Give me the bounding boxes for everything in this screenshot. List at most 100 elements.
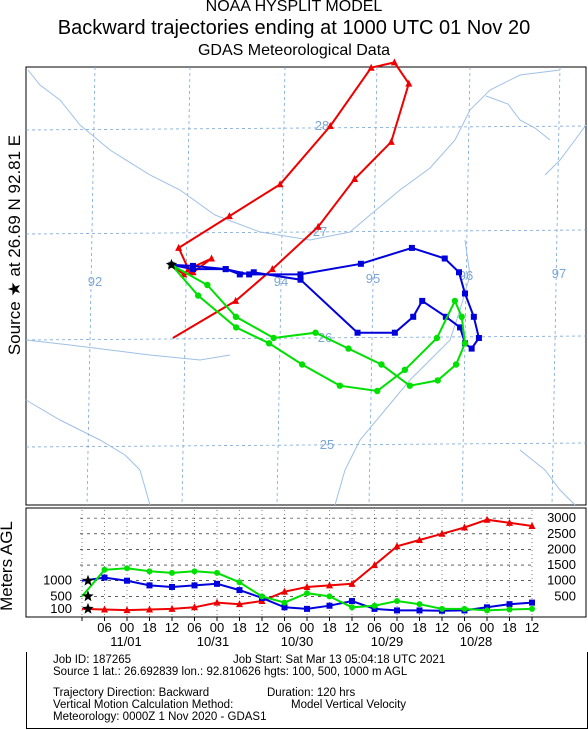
country-border [485, 95, 551, 141]
hour-tick-label: 06 [97, 620, 111, 635]
red-height-marker [506, 518, 513, 526]
blue-height-marker [191, 582, 198, 589]
blue-trajectory-marker [190, 266, 197, 273]
green-trajectory-marker [451, 297, 459, 305]
red-trajectory-marker [390, 58, 398, 66]
red-trajectory-marker [225, 212, 233, 220]
red-trajectory-marker [268, 265, 276, 273]
green-trajectory-marker [433, 334, 441, 342]
blue-height-marker [124, 577, 130, 584]
hour-tick-label: 06 [277, 620, 291, 635]
green-height-marker [529, 605, 535, 612]
blue-height-marker [506, 601, 513, 608]
blue-trajectory-marker [441, 255, 448, 262]
red-height-marker [236, 600, 243, 608]
hour-tick-label: 18 [232, 620, 246, 635]
red-trajectory-marker [326, 122, 334, 129]
red-height-marker [213, 598, 221, 606]
hour-tick-label: 18 [502, 620, 516, 635]
longitude-label: 96 [459, 268, 473, 283]
country-border [27, 69, 561, 241]
blue-trajectory-marker [250, 269, 257, 276]
hour-tick-label: 00 [390, 620, 404, 635]
hour-tick-label: 12 [255, 620, 269, 635]
longitude-label: 92 [88, 274, 102, 289]
red-trajectory-marker [276, 180, 284, 188]
green-height-marker [416, 601, 423, 608]
green-trajectory-marker [265, 340, 273, 347]
height-tick-label: 1500 [547, 557, 576, 572]
green-height-marker [236, 579, 243, 586]
blue-height-marker [529, 599, 535, 606]
green-trajectory-marker [298, 361, 306, 368]
green-trajectory-marker [406, 382, 414, 389]
red-height-marker [461, 523, 468, 531]
blue-height-marker [394, 607, 400, 614]
green-trajectory-marker [452, 361, 460, 368]
red-height-marker [168, 604, 176, 612]
longitude-gridline [368, 66, 378, 506]
blue-trajectory-marker [468, 345, 475, 352]
height-tick-label: 1000 [547, 573, 576, 588]
blue-height-marker [101, 574, 108, 581]
country-border [25, 339, 231, 361]
red-trajectory-marker [367, 63, 375, 71]
blue-trajectory-path [171, 246, 480, 351]
job-start-text: Job Start: Sat Mar 13 05:04:18 UTC 2021 [233, 654, 446, 666]
blue-trajectory-marker [462, 290, 469, 297]
blue-trajectory-marker [222, 266, 229, 273]
longitude-gridline [551, 66, 561, 506]
red-height-marker [371, 561, 378, 569]
red-height-marker [528, 521, 536, 529]
country-border [544, 124, 587, 176]
red-height-marker [483, 515, 491, 523]
green-height-marker [124, 565, 130, 572]
blue-height-marker [484, 604, 490, 611]
blue-trajectory-marker [246, 271, 253, 278]
direction-text: Trajectory Direction: Backward [53, 687, 210, 699]
hour-tick-label: 06 [187, 620, 201, 635]
date-tick-label: 10/30 [281, 634, 314, 649]
red-height-marker [281, 587, 288, 595]
longitude-label: 97 [552, 266, 566, 281]
blue-trajectory-marker [354, 329, 361, 336]
blue-height-marker [349, 598, 355, 605]
green-height-marker [281, 599, 288, 606]
date-tick-label: 10/31 [197, 634, 230, 649]
hour-tick-label: 00 [480, 620, 494, 635]
green-height-marker [326, 593, 333, 600]
blue-height-marker [416, 607, 423, 614]
height-tick-label: 3000 [547, 510, 576, 525]
green-height-marker [259, 593, 265, 600]
red-trajectory-marker [387, 137, 395, 145]
blue-height-marker [214, 580, 220, 587]
green-trajectory-marker [461, 340, 469, 347]
blue-height-marker [304, 605, 310, 612]
green-trajectory-marker [312, 329, 319, 336]
blue-trajectory-marker [297, 271, 304, 278]
green-height-marker [169, 569, 175, 576]
hour-tick-label: 18 [412, 620, 426, 635]
job-id-text: Job ID: 187265 [53, 654, 132, 666]
date-tick-label: 11/01 [110, 634, 142, 649]
hour-tick-label: 12 [435, 620, 449, 635]
latitude-label: 28 [315, 118, 329, 133]
blue-trajectory-marker [419, 297, 426, 304]
date-tick-label: 10/29 [371, 634, 404, 649]
duration-text: Duration: 120 hrs [267, 687, 356, 699]
blue-height-marker [281, 604, 288, 611]
red-trajectory-marker [175, 243, 183, 251]
green-trajectory-marker [345, 345, 352, 352]
height-tick-label: 2000 [547, 541, 576, 556]
data-source-title: GDAS Meteorological Data [197, 42, 391, 59]
hour-tick-label: 00 [300, 620, 314, 635]
country-border [25, 399, 151, 506]
red-trajectory-marker [232, 296, 240, 304]
vertical-method-value: Model Vertical Velocity [291, 699, 407, 711]
vertical-method-text: Vertical Motion Calculation Method: [53, 699, 234, 711]
hour-tick-label: 12 [345, 620, 359, 635]
red-height-marker [416, 536, 423, 544]
left-height-tick-label: 500 [50, 588, 72, 603]
green-height-marker [484, 607, 490, 614]
